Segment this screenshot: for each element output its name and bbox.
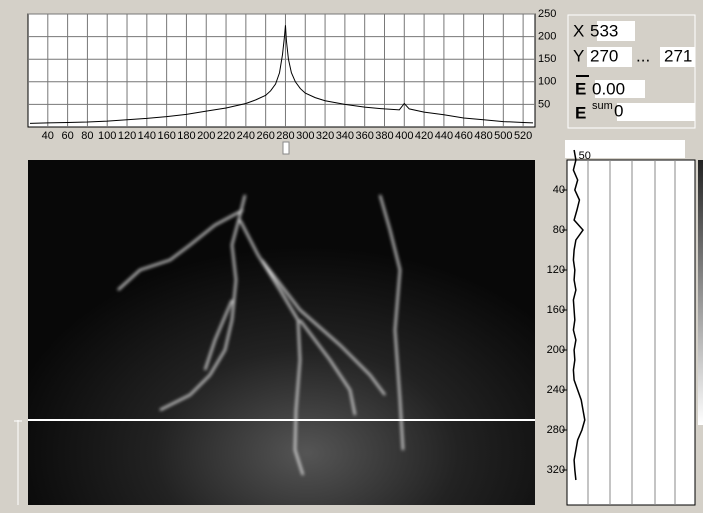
- x-tick-label: 240: [237, 130, 255, 142]
- x-tick-label: 520: [514, 130, 532, 142]
- x-tick-label: 40: [42, 130, 54, 142]
- y-tick-label: 160: [547, 304, 565, 316]
- y-tick-label: 120: [547, 264, 565, 276]
- y-tick-label: 100: [538, 76, 556, 88]
- y-tick-label: 250: [538, 8, 556, 20]
- x-tick-label: 420: [415, 130, 433, 142]
- x-tick-label: 500: [494, 130, 512, 142]
- readout: X 533 Y 270 ... 271 E 0.00 E sum 0: [567, 14, 696, 129]
- y-sep: ...: [636, 46, 650, 65]
- x-tick-label: 280: [276, 130, 294, 142]
- color-bar: [698, 160, 703, 425]
- x-tick-label: 60: [61, 130, 73, 142]
- e-sum: 0: [614, 101, 623, 120]
- x-tick-label: 380: [375, 130, 393, 142]
- y-tick-label: 40: [553, 184, 565, 196]
- x-tick-label: 120: [118, 130, 136, 142]
- x-tick-label: 360: [356, 130, 374, 142]
- x-tick-label: 340: [336, 130, 354, 142]
- x-value: 533: [590, 21, 618, 40]
- y-from: 270: [590, 46, 618, 65]
- y-label: Y: [573, 46, 584, 65]
- vprofile-frame: [566, 159, 696, 506]
- x-tick-label: 160: [157, 130, 175, 142]
- e-mean-label: E: [575, 79, 586, 98]
- x-tick-label: 50: [579, 150, 591, 162]
- e-sum-label: E: [575, 103, 586, 122]
- y-tick-label: 240: [547, 384, 565, 396]
- y-tick-label: 280: [547, 424, 565, 436]
- profile-line: [572, 149, 586, 481]
- x-tick-label: 200: [197, 130, 215, 142]
- horizontal-profile: 40 60 80 100 120 140 160 180 200 220 240 260 280 300 3…: [28, 8, 556, 142]
- y-to: 271: [664, 46, 692, 65]
- slider-thumb[interactable]: [282, 141, 290, 155]
- x-tick-label: 480: [474, 130, 492, 142]
- image: [14, 160, 535, 505]
- x-tick-label: 440: [435, 130, 453, 142]
- y-tick-label: 50: [538, 98, 550, 110]
- empty-field[interactable]: [565, 140, 685, 158]
- x-tick-label: 460: [455, 130, 473, 142]
- x-label: X: [573, 21, 584, 40]
- x-tick-label: 220: [217, 130, 235, 142]
- x-tick-label: 400: [395, 130, 413, 142]
- profile-frame: [27, 13, 536, 128]
- x-tick-label: 140: [138, 130, 156, 142]
- y-tick-label: 80: [553, 224, 565, 236]
- y-tick-label: 320: [547, 464, 565, 476]
- y-tick-label: 150: [538, 53, 556, 65]
- vertical-profile: 40 80 120 160 200 240 280 320 50: [547, 149, 591, 481]
- x-tick-label: 100: [98, 130, 116, 142]
- profile-line: [29, 25, 534, 124]
- x-tick-label: 320: [316, 130, 334, 142]
- x-tick-label: 80: [81, 130, 93, 142]
- y-tick-label: 200: [538, 31, 556, 43]
- y-tick-label: 200: [547, 344, 565, 356]
- vprofile-grid: [587, 160, 676, 505]
- e-sum-sup: sum: [592, 100, 613, 112]
- x-tick-label: 260: [256, 130, 274, 142]
- x-tick-label: 180: [177, 130, 195, 142]
- x-tick-label: 300: [296, 130, 314, 142]
- e-mean: 0.00: [592, 79, 625, 98]
